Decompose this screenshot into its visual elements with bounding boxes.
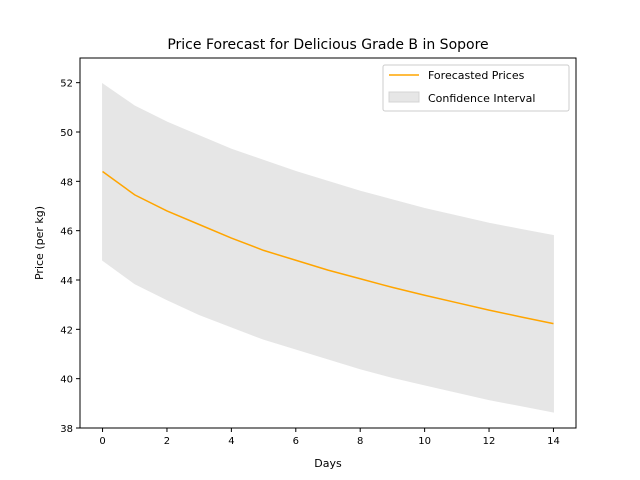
x-axis: 0 2 4 6 8 10 12 14: [99, 428, 560, 447]
y-tick-label: 48: [60, 177, 73, 188]
confidence-interval-band: [102, 82, 554, 413]
y-axis: 38 40 42 44 46 48 50 52: [60, 79, 80, 435]
y-axis-label: Price (per kg): [33, 206, 46, 280]
y-tick-label: 42: [60, 325, 73, 336]
y-tick-label: 50: [60, 128, 73, 139]
plot-area: [102, 82, 554, 413]
x-axis-label: Days: [314, 457, 342, 470]
x-tick-label: 2: [164, 436, 170, 447]
legend: Forecasted Prices Confidence Interval: [382, 64, 570, 112]
x-tick-label: 6: [293, 436, 299, 447]
x-tick-label: 0: [99, 436, 105, 447]
y-tick-label: 52: [60, 79, 73, 90]
legend-label-forecast: Forecasted Prices: [428, 69, 525, 82]
x-tick-label: 14: [547, 436, 560, 447]
legend-swatch-confidence: [388, 91, 420, 103]
series-line-forecast: [102, 170, 554, 325]
chart-title: Price Forecast for Delicious Grade B in …: [167, 37, 488, 53]
y-tick-label: 44: [60, 276, 73, 287]
x-tick-label: 10: [418, 436, 431, 447]
x-tick-label: 4: [228, 436, 234, 447]
legend-label-confidence: Confidence Interval: [428, 92, 535, 105]
x-tick-label: 12: [483, 436, 496, 447]
y-tick-label: 40: [60, 375, 73, 386]
legend-box: [382, 64, 570, 112]
y-tick-label: 38: [60, 424, 73, 435]
axes-frame: [79, 57, 577, 429]
x-tick-label: 8: [357, 436, 363, 447]
y-tick-label: 46: [60, 227, 73, 238]
